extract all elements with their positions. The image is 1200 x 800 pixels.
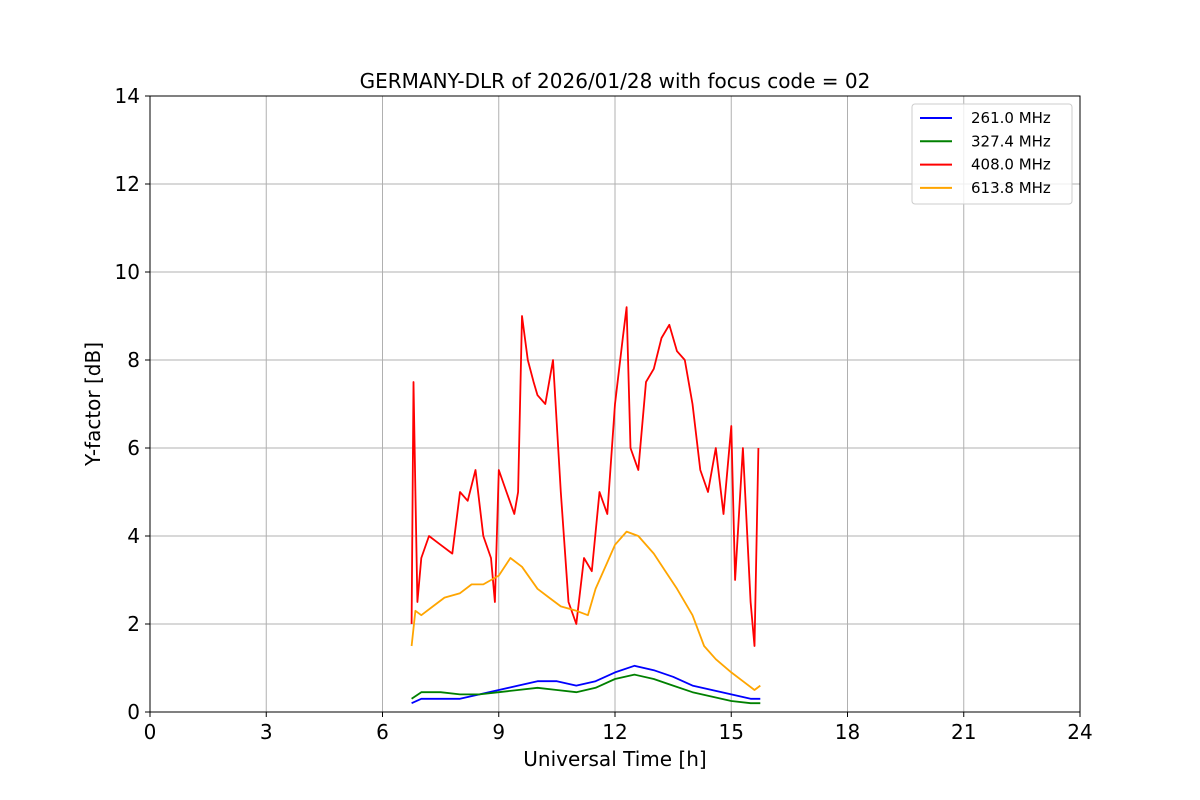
y-tick-label: 10 [115, 260, 140, 284]
y-tick-label: 6 [127, 436, 140, 460]
y-tick-label: 14 [115, 84, 140, 108]
legend-label-3: 613.8 MHz [971, 179, 1051, 197]
y-axis-label: Y-factor [dB] [81, 342, 105, 467]
x-tick-label: 21 [951, 720, 976, 744]
series-line-2 [410, 306, 760, 647]
legend-label-2: 408.0 MHz [971, 156, 1051, 174]
y-tick-label: 4 [127, 524, 140, 548]
x-tick-label: 0 [144, 720, 157, 744]
y-tick-label: 2 [127, 612, 140, 636]
y-tick-label: 8 [127, 348, 140, 372]
series-layer [410, 306, 761, 705]
x-tick-label: 3 [260, 720, 273, 744]
legend-label-0: 261.0 MHz [971, 109, 1051, 127]
x-tick-label: 15 [719, 720, 744, 744]
y-tick-label: 12 [115, 172, 140, 196]
legend: 261.0 MHz 327.4 MHz 408.0 MHz 613.8 MHz [911, 103, 1073, 205]
series-line-1 [411, 673, 761, 705]
x-tick-label: 9 [492, 720, 505, 744]
x-tick-label: 18 [835, 720, 860, 744]
x-tick-label: 24 [1067, 720, 1092, 744]
y-tick-label: 0 [127, 700, 140, 724]
legend-label-1: 327.4 MHz [971, 132, 1051, 150]
series-line-0 [411, 664, 761, 705]
x-axis-label: Universal Time [h] [523, 747, 706, 771]
legend-box [911, 103, 1073, 205]
chart-title: GERMANY-DLR of 2026/01/28 with focus cod… [360, 69, 871, 93]
series-line-3 [410, 530, 761, 691]
x-tick-label: 6 [376, 720, 389, 744]
x-tick-label: 12 [602, 720, 627, 744]
